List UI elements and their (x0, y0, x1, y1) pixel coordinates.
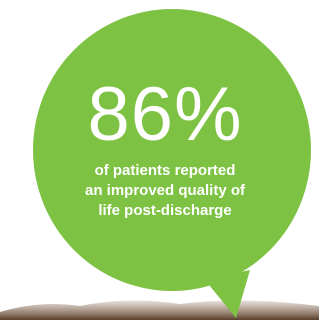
infographic: 86% of patients reported an improved qua… (0, 0, 319, 320)
caption-line: life post-discharge (98, 202, 231, 219)
caption-line: an improved quality of (85, 182, 246, 199)
page: 86% of patients reported an improved qua… (0, 0, 319, 320)
caption-line: of patients reported (95, 162, 236, 179)
soil-strip (0, 300, 319, 320)
stat-figure: 86% (87, 72, 242, 157)
